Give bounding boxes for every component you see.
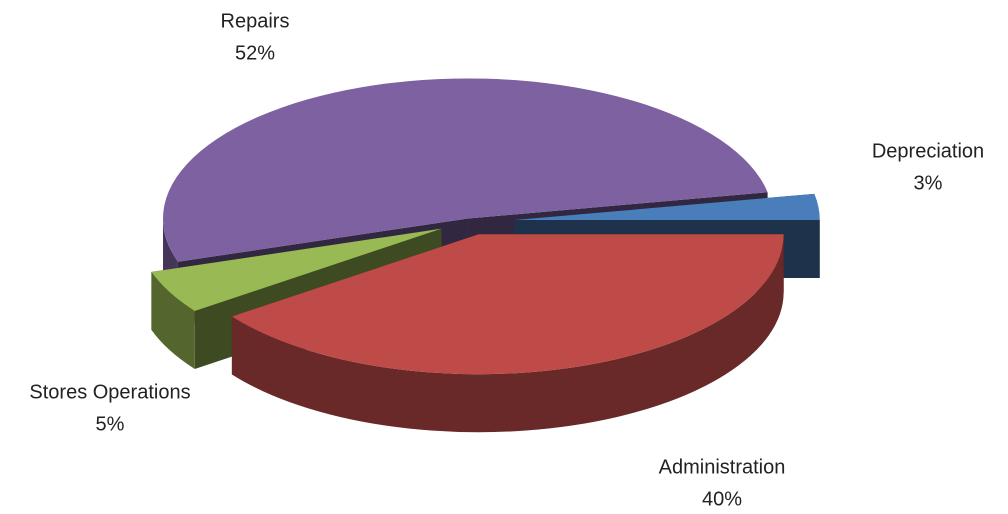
slice-label: Depreciation — [872, 140, 984, 162]
slice-value-label: 52% — [235, 42, 275, 64]
slice-wall — [151, 228, 442, 330]
slice-label: Stores Operations — [29, 381, 190, 403]
slice-label: Repairs — [221, 10, 290, 32]
slice — [151, 228, 442, 311]
slice-value-label: 5% — [96, 413, 125, 435]
slice-side — [231, 234, 784, 433]
slice — [231, 234, 784, 375]
slice-value-label: 40% — [702, 488, 742, 510]
slice-label: Administration — [659, 456, 786, 478]
slice — [514, 193, 820, 221]
slice-value-label: 3% — [914, 172, 943, 194]
slice — [163, 78, 768, 262]
slice-side — [151, 271, 195, 369]
